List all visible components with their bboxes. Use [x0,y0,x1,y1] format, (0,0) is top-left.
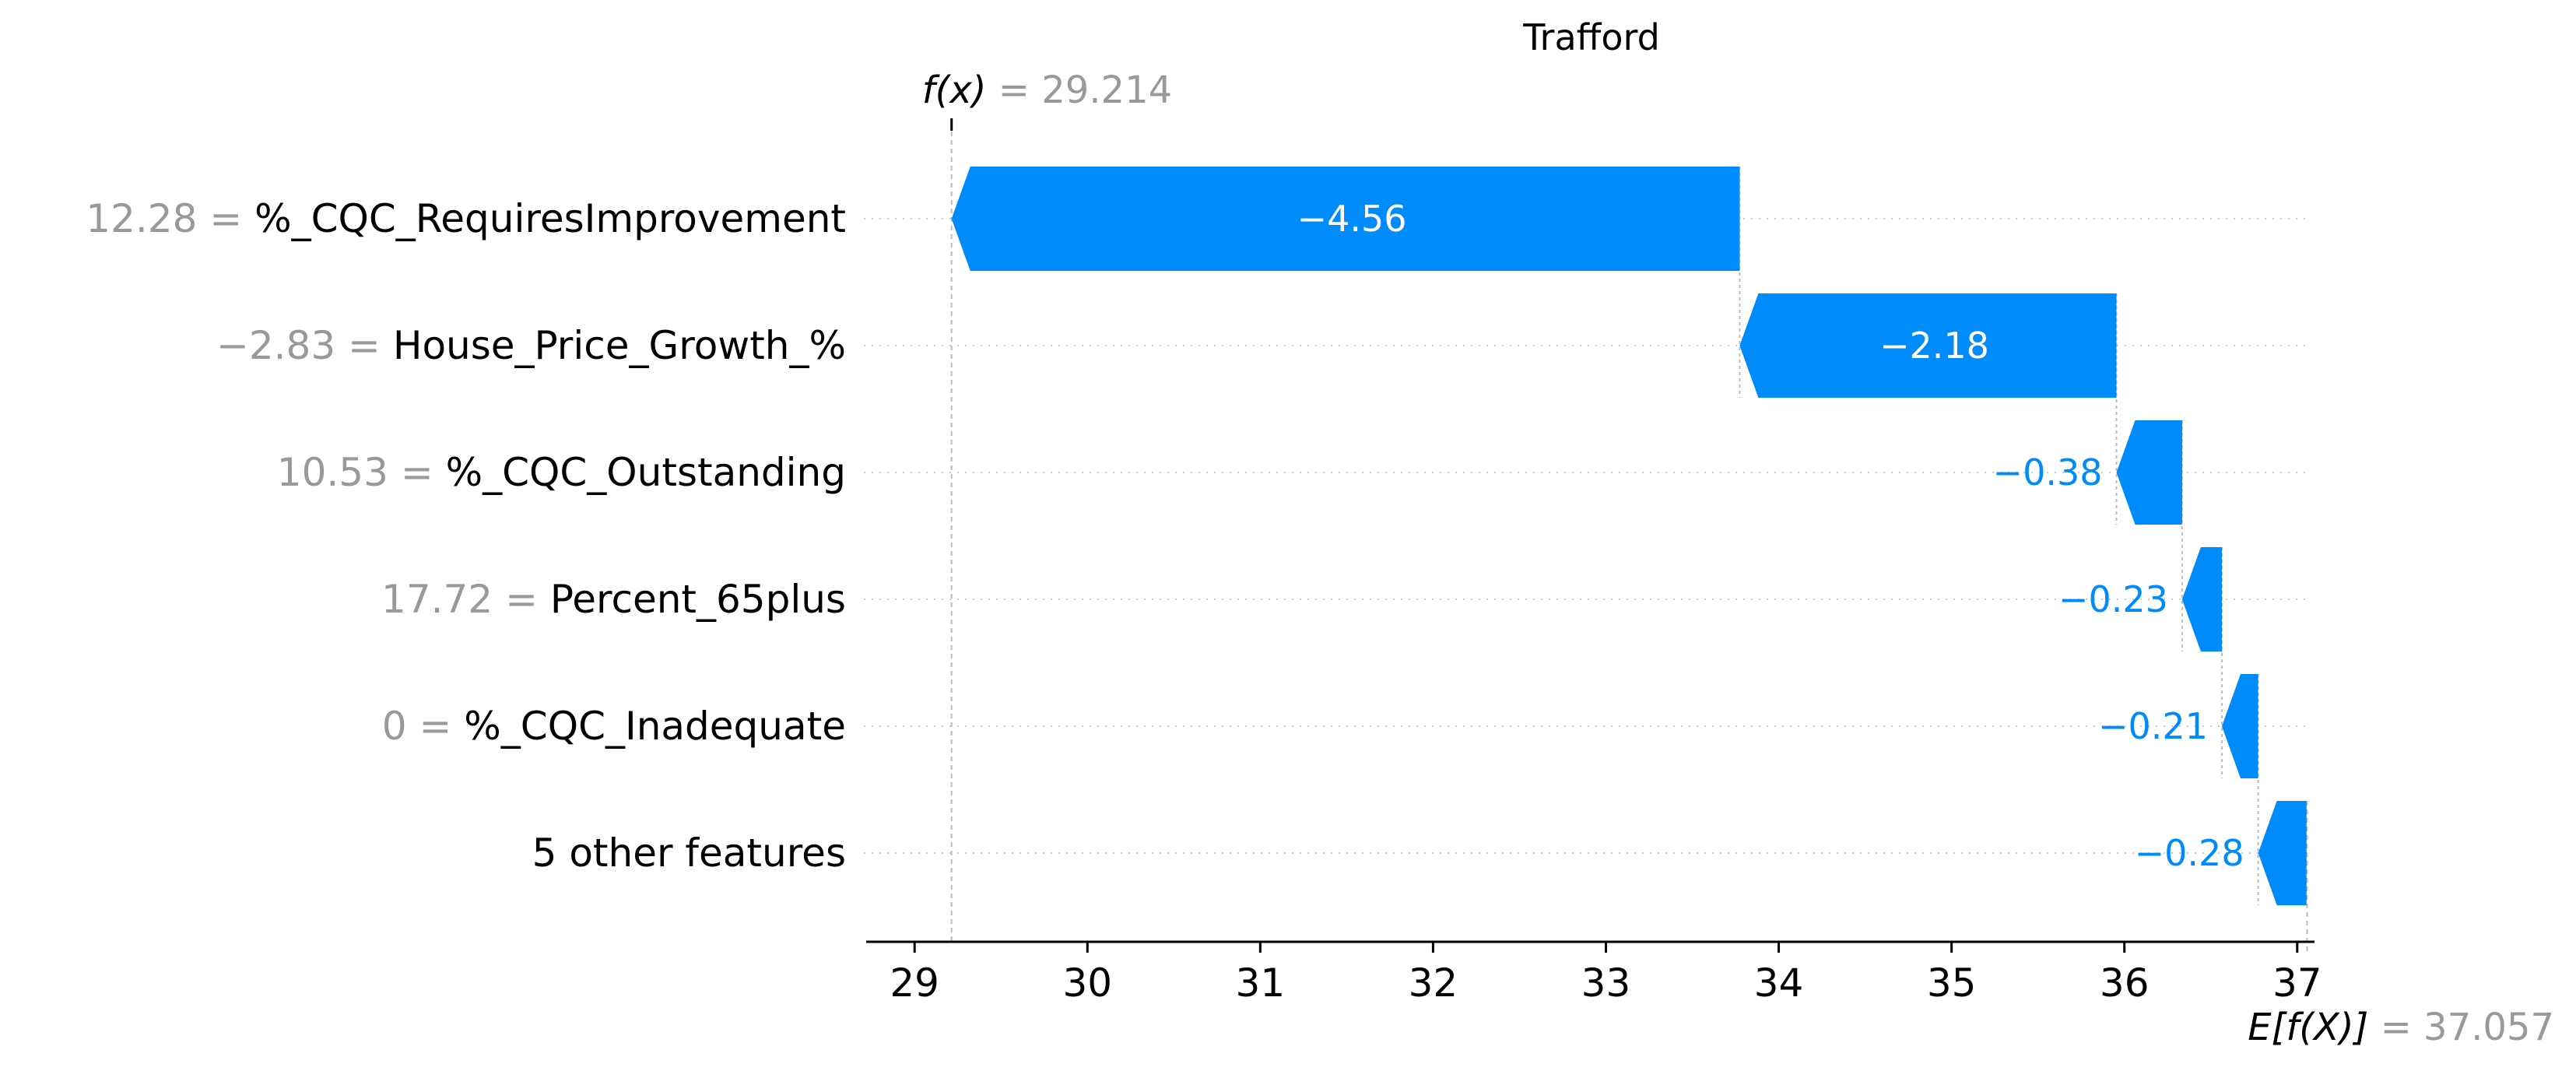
feature-bar [951,167,1740,271]
feature-name: %_CQC_Inadequate [464,704,846,749]
row-gridlines [864,218,2311,854]
feature-value: 0 = [382,704,465,749]
feature-value: 12.28 = [86,196,254,241]
contribution-label: −0.28 [2135,832,2244,874]
x-tick-label: 36 [2100,960,2150,1006]
output-value-number: = 29.214 [986,68,1172,112]
feature-bar [1739,293,2117,398]
base-value-name: E[f(X)] [2248,1006,2368,1049]
feature-name: 5 other features [532,830,846,876]
feature-label: 5 other features [532,830,846,876]
x-tick-label: 31 [1236,960,1286,1006]
feature-name: House_Price_Growth_% [393,323,846,368]
feature-label: 12.28 = %_CQC_RequiresImprovement [86,196,846,241]
contribution-label: −0.38 [1993,451,2103,493]
contribution-label: −4.56 [1297,198,1407,240]
x-tick-label: 30 [1062,960,1112,1006]
x-tick-label: 32 [1409,960,1458,1006]
feature-name: Percent_65plus [550,577,846,622]
feature-value: 17.72 = [381,577,550,622]
x-tick-label: 35 [1927,960,1977,1006]
chart-title: Trafford [1522,16,1660,58]
contribution-label: −0.23 [2058,578,2168,620]
feature-label: 10.53 = %_CQC_Outstanding [277,450,846,495]
feature-label: −2.83 = House_Price_Growth_% [216,323,846,368]
x-axis: 29 30 31 32 33 34 35 36 37 [866,940,2322,1006]
feature-bar [2221,674,2258,778]
base-value-annotation: E[f(X)] = 37.057 [2248,1006,2554,1049]
feature-bar [2258,801,2307,905]
feature-bar [2181,547,2222,651]
feature-name: %_CQC_Outstanding [446,450,846,495]
x-tick-label: 33 [1581,960,1631,1006]
x-tick-label: 37 [2272,960,2322,1006]
output-value-annotation: f(x) = 29.214 [922,68,1172,131]
bars: −4.56 −2.18 −0.38 −0.23 −0.21 −0.28 [951,167,2307,905]
feature-value: 10.53 = [277,450,446,495]
feature-label: 17.72 = Percent_65plus [381,577,846,622]
base-value-label: E[f(X)] = 37.057 [2248,1006,2554,1049]
x-tick-label: 34 [1754,960,1804,1006]
feature-bar [2116,420,2182,525]
contribution-label: −2.18 [1879,325,1989,367]
feature-name: %_CQC_RequiresImprovement [254,196,846,241]
base-value-number: = 37.057 [2368,1006,2554,1049]
feature-value: −2.83 = [216,323,393,368]
contribution-label: −0.21 [2098,705,2208,747]
output-value-name: f(x) [922,68,987,112]
x-tick-label: 29 [890,960,939,1006]
output-value-label: f(x) = 29.214 [922,68,1172,112]
feature-labels: 12.28 = %_CQC_RequiresImprovement −2.83 =… [86,196,846,876]
feature-label: 0 = %_CQC_Inadequate [382,704,846,749]
